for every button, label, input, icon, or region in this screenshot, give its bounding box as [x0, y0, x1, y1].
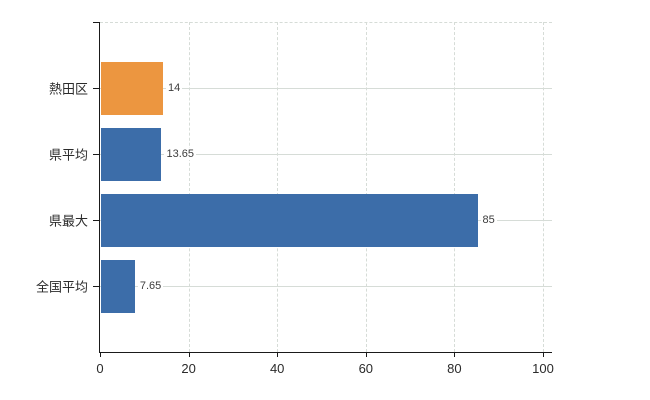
x-tick-label: 100 — [532, 361, 554, 376]
category-label: 県平均 — [48, 147, 88, 163]
x-tick-label: 20 — [181, 361, 196, 376]
bar — [101, 127, 162, 181]
bar-value-label: 13.65 — [164, 148, 196, 160]
v-gridline — [188, 22, 190, 352]
category-label: 県最大 — [48, 213, 88, 229]
bar — [101, 259, 135, 313]
v-gridline — [454, 22, 456, 352]
y-axis-tick — [93, 154, 100, 155]
x-axis-tick — [454, 352, 456, 357]
v-gridline — [543, 22, 544, 352]
category-label: 熱田区 — [48, 81, 88, 97]
y-axis-tick — [93, 88, 100, 89]
bar-value-label: 85 — [480, 214, 497, 226]
y-axis-tick — [93, 286, 100, 287]
x-axis-tick — [277, 352, 279, 357]
x-axis-line — [99, 352, 552, 353]
y-axis-tick — [93, 22, 100, 23]
y-axis-tick — [93, 220, 100, 221]
h-gridline — [100, 154, 552, 155]
x-axis-tick — [365, 352, 367, 357]
category-label: 全国平均 — [35, 279, 88, 295]
x-tick-label: 80 — [447, 361, 462, 376]
bar-value-label: 7.65 — [137, 280, 164, 292]
plot-top-border — [100, 22, 552, 23]
y-axis-line — [99, 22, 100, 352]
x-axis-tick — [188, 352, 190, 357]
h-gridline — [100, 88, 552, 89]
bar — [101, 61, 164, 115]
bar — [101, 193, 478, 247]
h-gridline — [100, 286, 552, 287]
x-tick-label: 40 — [269, 361, 285, 376]
x-axis-tick — [100, 352, 101, 357]
v-gridline — [365, 22, 367, 352]
x-tick-label: 0 — [96, 361, 104, 376]
bar-value-label: 14 — [166, 82, 183, 94]
x-tick-label: 60 — [358, 361, 374, 376]
x-axis-tick — [543, 352, 544, 357]
v-gridline — [277, 22, 279, 352]
